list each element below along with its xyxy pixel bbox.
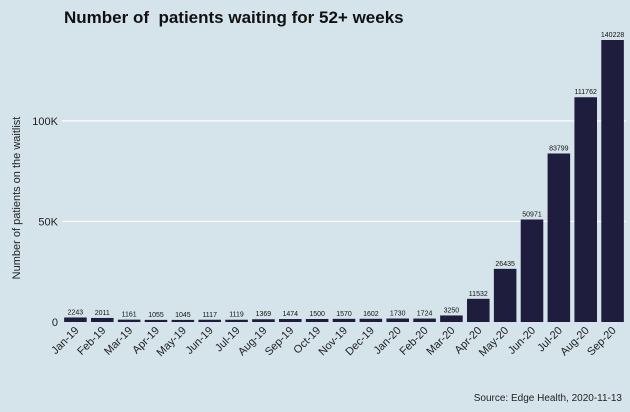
bar xyxy=(359,318,383,322)
x-tick-label: Dec-19 xyxy=(343,325,377,359)
y-tick-label: 0 xyxy=(52,317,58,329)
bar xyxy=(279,319,302,322)
bar xyxy=(386,318,409,322)
y-tick-label: 50K xyxy=(38,216,58,228)
data-label: 50971 xyxy=(522,211,542,218)
data-label: 1500 xyxy=(309,311,325,318)
bar xyxy=(520,219,544,322)
y-axis-ticks: 0 50K 100K xyxy=(32,116,58,329)
data-labels: 2243 2011 1161 1055 1045 1117 1119 1369 1474 1500… xyxy=(68,32,625,319)
bar xyxy=(171,319,195,322)
data-label: 1474 xyxy=(282,311,298,318)
x-tick-label: May-20 xyxy=(477,325,511,359)
x-tick-label: Feb-19 xyxy=(75,325,108,358)
chart-title: Number of patients waiting for 52+ weeks xyxy=(64,8,404,27)
bar xyxy=(467,298,490,322)
x-tick-label: May-19 xyxy=(155,325,189,359)
data-label: 1602 xyxy=(363,311,379,318)
data-label: 2243 xyxy=(68,309,84,316)
bar xyxy=(198,319,221,322)
source-note: Source: Edge Health, 2020-11-13 xyxy=(473,393,622,404)
bar xyxy=(332,318,356,322)
bar xyxy=(225,319,248,322)
data-label: 1045 xyxy=(175,312,191,319)
x-tick-label: Sep-20 xyxy=(585,325,619,359)
x-tick-label: Aug-19 xyxy=(236,325,270,359)
data-label: 111762 xyxy=(575,89,597,96)
bar xyxy=(117,319,141,322)
data-label: 1730 xyxy=(390,311,406,318)
y-tick-label: 100K xyxy=(32,116,58,128)
data-label: 11532 xyxy=(469,291,488,298)
bar xyxy=(64,317,87,322)
bar xyxy=(252,319,275,322)
data-label: 83799 xyxy=(549,145,569,152)
data-label: 3250 xyxy=(444,307,460,314)
bar xyxy=(574,97,597,323)
bar xyxy=(144,319,168,322)
x-tick-label: Mar-20 xyxy=(424,325,457,358)
y-axis-label: Number of patients on the waitlist xyxy=(11,117,23,280)
x-tick-label: Nov-19 xyxy=(317,325,351,359)
bar xyxy=(547,153,571,322)
bar xyxy=(601,40,624,322)
data-label: 2011 xyxy=(95,310,110,317)
x-tick-label: Sep-19 xyxy=(263,325,297,359)
bar xyxy=(413,318,436,322)
data-label: 1570 xyxy=(336,311,352,318)
data-label: 1369 xyxy=(256,311,272,318)
data-label: 1161 xyxy=(122,312,137,319)
bar xyxy=(493,268,517,322)
x-tick-label: Feb-20 xyxy=(398,325,431,358)
data-label: 1119 xyxy=(229,312,244,319)
x-tick-label: Mar-19 xyxy=(102,325,135,358)
bars xyxy=(64,40,624,323)
bar xyxy=(305,318,329,322)
data-label: 1117 xyxy=(202,312,217,319)
data-label: 26435 xyxy=(495,261,515,268)
grid-lines xyxy=(62,120,626,223)
data-label: 1055 xyxy=(148,312,164,319)
x-tick-label: Jun-19 xyxy=(184,325,216,357)
data-label: 140228 xyxy=(601,32,624,39)
x-axis-ticks: Jan-19Feb-19Mar-19Apr-19May-19Jun-19Jul-… xyxy=(49,325,618,359)
bar xyxy=(440,315,463,322)
x-tick-label: Jun-20 xyxy=(506,325,538,357)
bar xyxy=(91,317,114,322)
data-label: 1724 xyxy=(417,311,433,318)
x-tick-label: Aug-20 xyxy=(558,325,592,359)
